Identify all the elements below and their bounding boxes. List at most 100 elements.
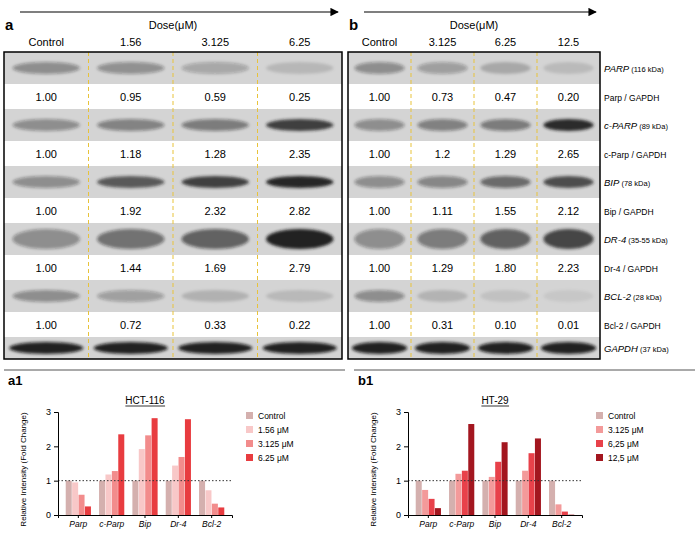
y-tick-label: 2 [396, 442, 401, 452]
bar [429, 499, 435, 515]
blot-band [266, 176, 334, 188]
blot-band [181, 290, 249, 302]
dose-arrow [20, 11, 338, 12]
ratio-value: 2.23 [558, 262, 579, 274]
row-label: BCL-2 (28 kDa) [604, 291, 662, 302]
row-labels: PARP (116 kDa)Parp / GAPDHc-PARP (89 kDa… [604, 63, 669, 354]
y-tick-label: 2 [46, 442, 51, 452]
bars [408, 424, 582, 515]
y-axis: 0 1 2 3 [46, 407, 59, 520]
blot-band [480, 229, 530, 249]
bar [549, 481, 555, 515]
blot-band [97, 62, 165, 74]
y-tick: 3 [46, 407, 58, 417]
column-header: 1.56 [120, 36, 141, 48]
blot-band [12, 176, 80, 188]
loading-band [263, 342, 337, 354]
blot-frame [348, 52, 600, 359]
y-axis-line [54, 413, 59, 516]
y-tick: 1 [46, 476, 58, 486]
panel-letter: b1 [358, 373, 373, 388]
bar-chart: a1HCT-1160123Parpc-ParpBipDr-4Bcl-2Relat… [4, 370, 345, 529]
ratio-value: 1.00 [36, 205, 57, 217]
x-axis: Parpc-ParpBipDr-4Bcl-2 [59, 515, 233, 529]
row-label: PARP (116 kDa) [604, 63, 664, 74]
bar [416, 481, 422, 515]
x-tick-mark [561, 515, 562, 518]
ratio-value: 2.82 [289, 205, 310, 217]
y-tick-label: 0 [46, 510, 51, 520]
bar [152, 418, 158, 515]
y-tick: 1 [396, 476, 408, 486]
ratio-value: 1.00 [369, 205, 390, 217]
figure: aDose(μM)Control1.563.1256.251.000.950.5… [0, 0, 700, 549]
y-tick-label: 1 [396, 476, 401, 486]
blot-band [181, 229, 249, 249]
x-tick-label: Parp [419, 519, 437, 529]
legend-label: 6.25 μM [258, 453, 289, 463]
bar [495, 462, 501, 515]
legend-label: 1.56 μM [258, 425, 289, 435]
bar [132, 481, 138, 515]
y-axis-title: Relative Intensity (Fold Change) [19, 412, 28, 527]
column-header: 6.25 [495, 36, 516, 48]
y-tick-mark [404, 515, 408, 516]
ratio-name: Dr-4 / GAPDH [604, 264, 658, 274]
bar [502, 442, 508, 515]
bar [118, 434, 124, 515]
legend-label: 6,25 μM [608, 439, 639, 449]
x-tick: Bcl-2 [202, 515, 222, 529]
blot-panel: aDose(μM)Control1.563.1256.251.000.950.5… [4, 12, 342, 359]
y-tick-label: 3 [46, 407, 51, 417]
y-tick-mark [404, 446, 408, 447]
lane-divider [173, 52, 174, 359]
blot-band [12, 119, 80, 131]
blot-band [417, 119, 467, 131]
row-label: c-PARP (89 kDa) [604, 120, 668, 131]
blot-band [543, 229, 593, 249]
protein-size: (35-55 kDa) [626, 236, 668, 245]
y-tick-mark [54, 481, 58, 482]
ratio-value: 2.12 [558, 205, 579, 217]
x-tick-label: Bcl-2 [552, 519, 572, 529]
x-tick-label: Bip [489, 519, 502, 529]
column-header: Control [362, 36, 397, 48]
blot-band [181, 176, 249, 188]
x-tick-mark [178, 515, 179, 518]
bar [112, 471, 118, 515]
title-underline [125, 406, 165, 407]
x-tick-label: Dr-4 [520, 519, 537, 529]
bar [139, 449, 145, 515]
x-tick-label: c-Parp [449, 519, 474, 529]
blot-band [12, 229, 80, 249]
bar [172, 466, 178, 515]
x-tick-mark [528, 515, 529, 518]
column-header: 3.125 [429, 36, 457, 48]
y-axis: 0 1 2 3 [396, 407, 409, 520]
legend-label: Control [608, 411, 636, 421]
y-axis-line [404, 413, 409, 516]
y-tick-label: 0 [396, 510, 401, 520]
separator [354, 370, 695, 371]
blot-band [543, 176, 593, 188]
protein-name: BCL-2 [604, 291, 632, 302]
protein-name: BIP [604, 177, 620, 188]
bar [568, 514, 574, 515]
legend-swatch [596, 426, 603, 433]
blot-band [266, 229, 334, 249]
y-tick-mark [404, 412, 408, 413]
blot-band [181, 62, 249, 74]
bar [449, 481, 455, 515]
ratio-value: 0.95 [120, 91, 141, 103]
blot-band [266, 62, 334, 74]
ratio-name: c-Parp / GAPDH [604, 150, 666, 160]
y-tick: 3 [396, 407, 408, 417]
blot-panel: bDose(μM)Control3.1256.2512.51.000.730.4… [348, 12, 600, 359]
chart-title: HCT-116 [125, 395, 165, 406]
ratio-value: 1.92 [120, 205, 141, 217]
ratio-value: 2.32 [205, 205, 226, 217]
bar [218, 507, 224, 515]
ratio-value: 0.01 [558, 319, 579, 331]
bar [555, 504, 561, 515]
lane-divider [537, 52, 538, 359]
